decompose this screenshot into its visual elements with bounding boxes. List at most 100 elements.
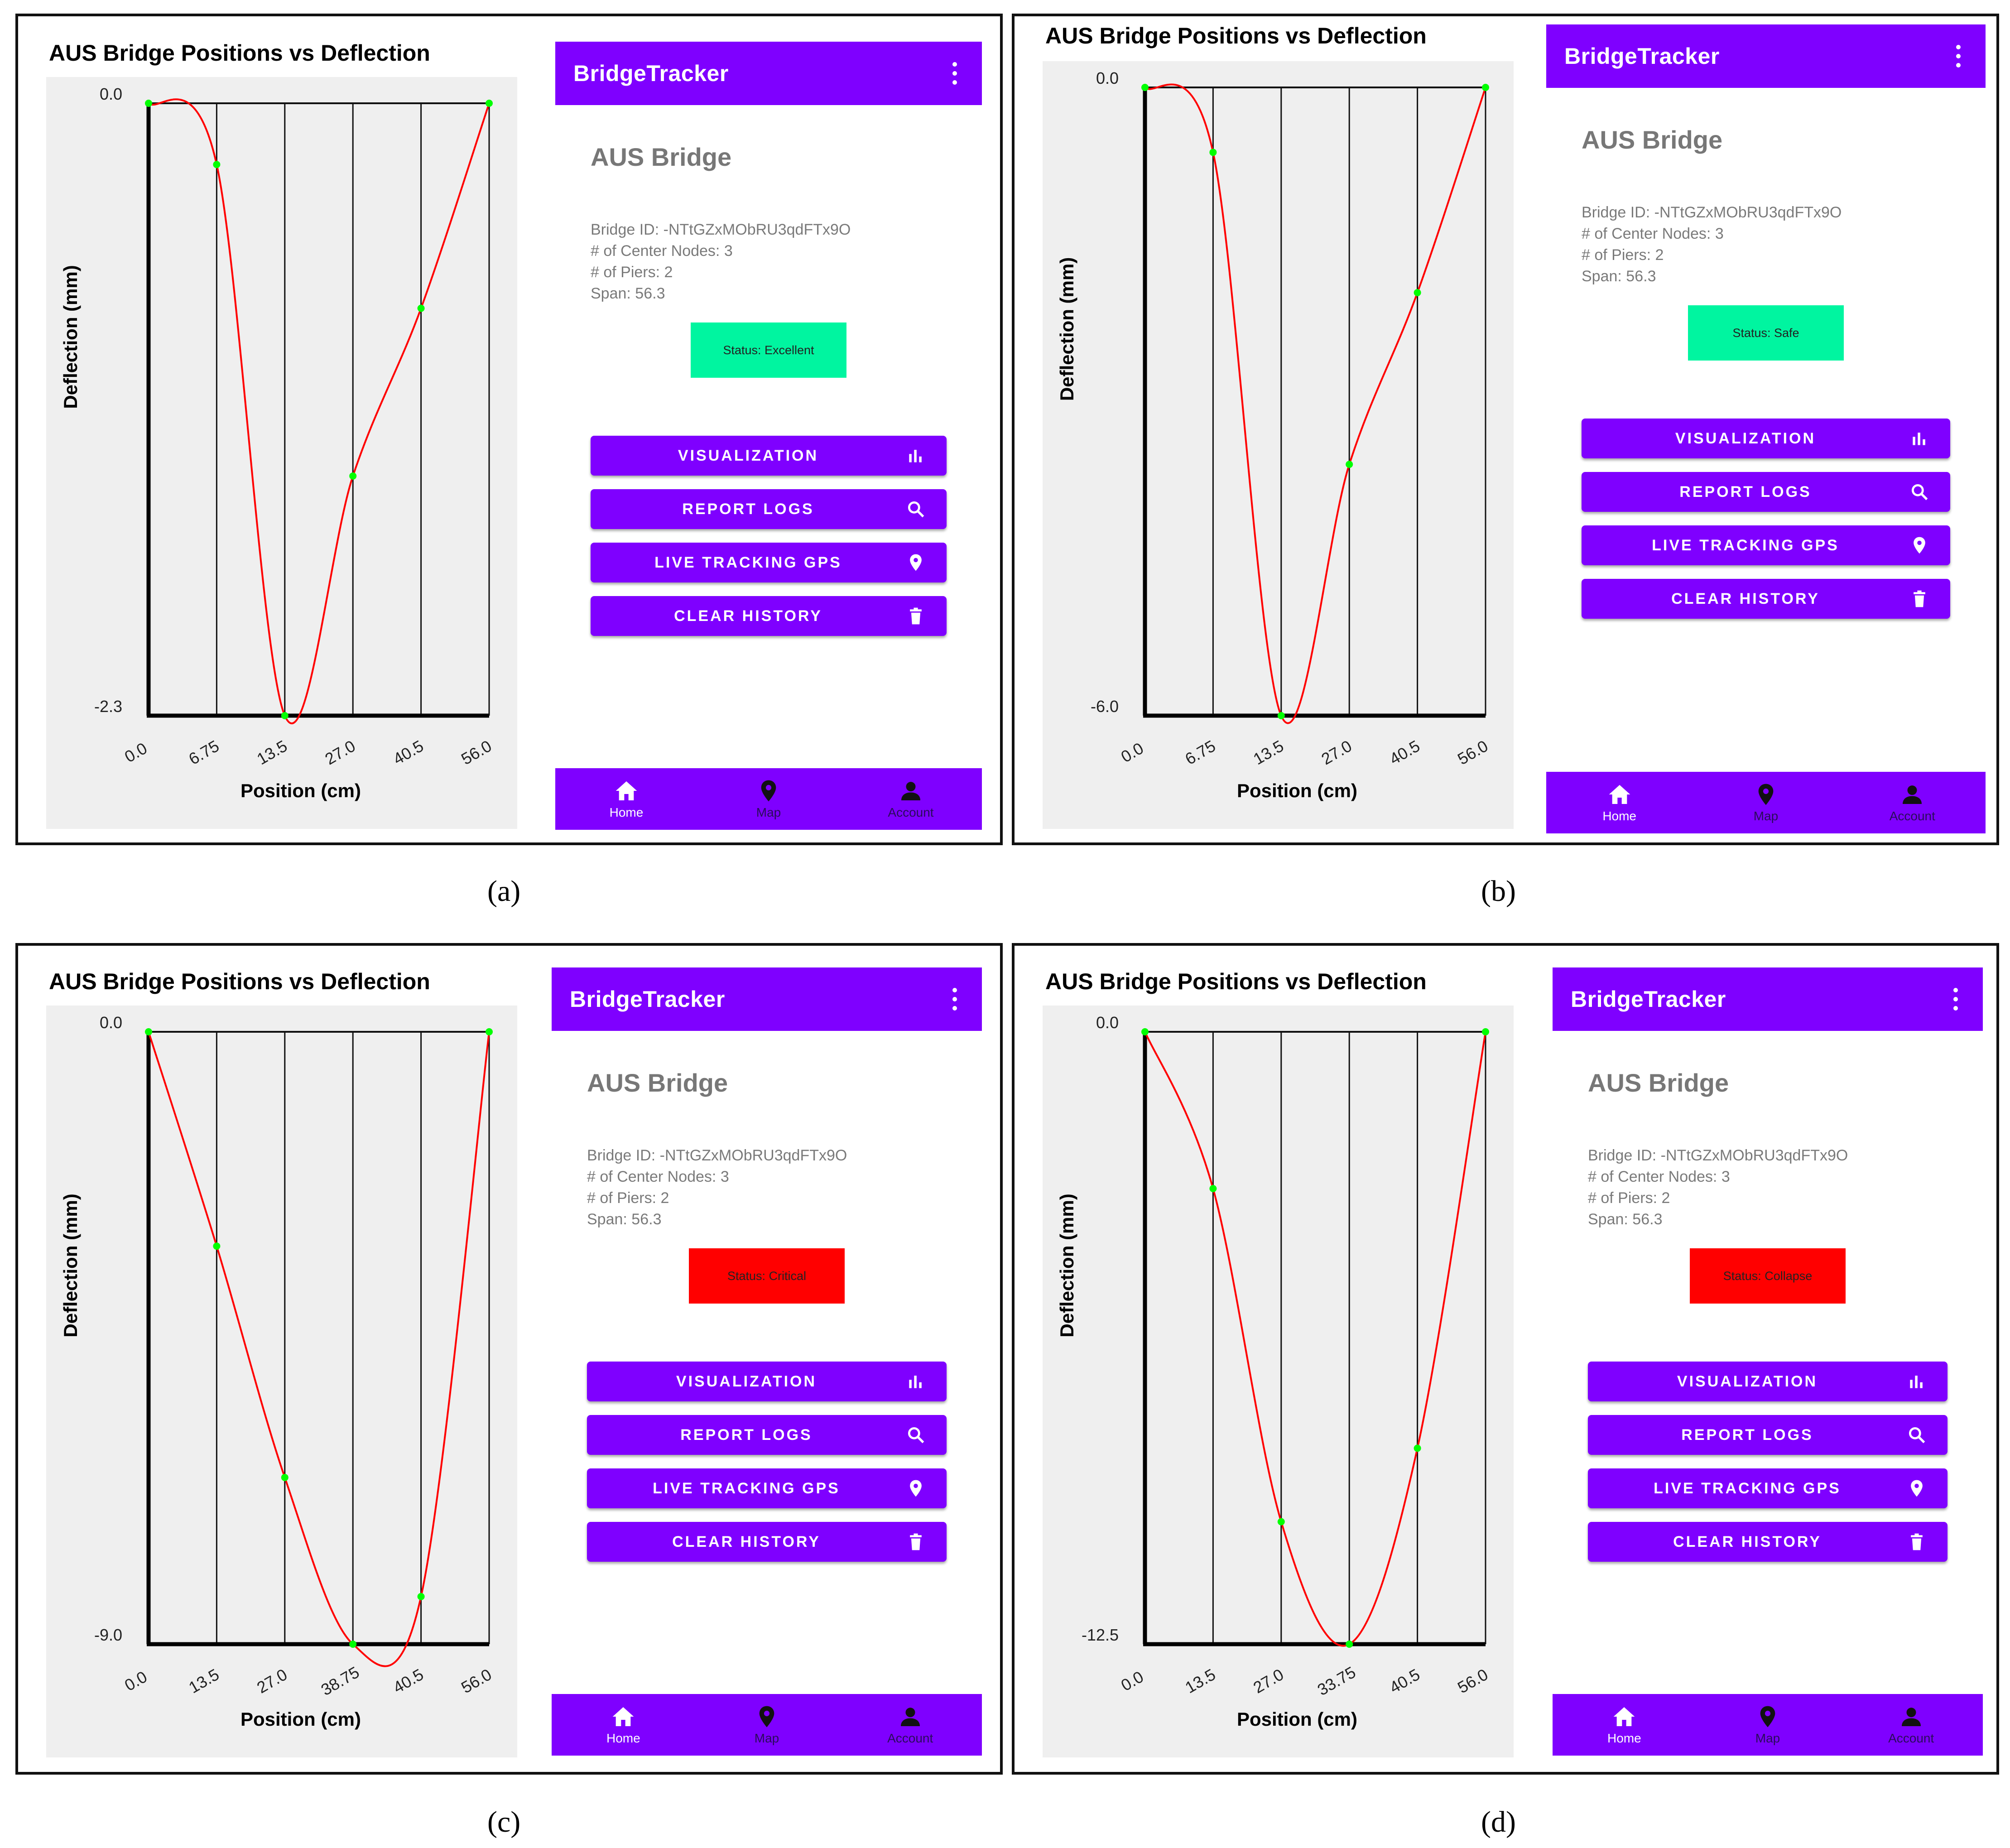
button-label: VISUALIZATION <box>676 1372 817 1390</box>
bridge-info: Bridge ID: -NTtGZxMObRU3qdFTx9O # of Cent… <box>1582 202 1842 287</box>
bridge-name: AUS Bridge <box>591 143 732 171</box>
report-logs-button[interactable]: REPORT LOGS <box>1588 1415 1947 1455</box>
x-tick-label: 0.0 <box>1118 1667 1147 1695</box>
nav-account[interactable]: Account <box>840 768 982 830</box>
location-pin-icon <box>910 1480 922 1497</box>
bar-chart-icon <box>909 450 922 462</box>
piers: # of Piers: 2 <box>1582 246 1664 264</box>
visualization-button[interactable]: VISUALIZATION <box>587 1362 947 1401</box>
bar-chart-icon <box>1910 1376 1923 1388</box>
chart-svg: 0.0 -6.0 0.0 6.75 13.5 27.0 40.5 56.0 Position (… <box>1056 69 1491 801</box>
nav-home[interactable]: Home <box>555 768 697 830</box>
app-bar: BridgeTracker <box>1546 24 1986 88</box>
live-tracking-gps-button[interactable]: LIVE TRACKING GPS <box>1588 1468 1947 1508</box>
report-logs-button[interactable]: REPORT LOGS <box>587 1415 947 1455</box>
visualization-button[interactable]: VISUALIZATION <box>1588 1362 1947 1401</box>
nav-home[interactable]: Home <box>552 1694 695 1756</box>
data-point <box>417 304 425 312</box>
app-title: BridgeTracker <box>1571 987 1726 1012</box>
clear-history-button[interactable]: CLEAR HISTORY <box>587 1522 947 1562</box>
clear-history-button[interactable]: CLEAR HISTORY <box>1582 579 1950 619</box>
location-pin-icon <box>1911 1480 1923 1497</box>
chart-title: AUS Bridge Positions vs Deflection <box>1045 969 1427 994</box>
y-axis-label: Deflection (mm) <box>1056 1194 1077 1337</box>
live-tracking-gps-button[interactable]: LIVE TRACKING GPS <box>1582 525 1950 565</box>
button-label: LIVE TRACKING GPS <box>1654 1479 1841 1497</box>
account-icon <box>1903 785 1922 804</box>
center-nodes: # of Center Nodes: 3 <box>587 1168 729 1185</box>
button-label: CLEAR HISTORY <box>1673 1533 1822 1550</box>
nav-label: Account <box>1888 1731 1934 1745</box>
y-tick-label: -6.0 <box>1091 697 1119 716</box>
map-pin-icon <box>761 780 776 802</box>
deflection-curve <box>148 1031 490 1667</box>
trash-icon <box>1914 590 1925 607</box>
x-tick-label: 13.5 <box>186 1665 222 1697</box>
bridge-info: Bridge ID: -NTtGZxMObRU3qdFTx9O # of Cent… <box>591 219 851 304</box>
data-point <box>349 472 357 480</box>
live-tracking-gps-button[interactable]: LIVE TRACKING GPS <box>591 543 947 582</box>
nav-map[interactable]: Map <box>1693 772 1839 833</box>
button-label: REPORT LOGS <box>1679 483 1812 500</box>
app-bar: BridgeTracker <box>1553 967 1983 1031</box>
span: Span: 56.3 <box>591 285 665 302</box>
button-label: REPORT LOGS <box>680 1426 813 1444</box>
nav-home[interactable]: Home <box>1546 772 1693 833</box>
nav-label: Account <box>888 805 934 819</box>
nav-map[interactable]: Map <box>695 1694 839 1756</box>
data-point <box>349 1641 357 1648</box>
trash-icon <box>910 1533 922 1550</box>
center-nodes: # of Center Nodes: 3 <box>1588 1168 1730 1185</box>
y-axis-label: Deflection (mm) <box>60 1194 81 1337</box>
more-vert-icon[interactable] <box>946 60 964 87</box>
chart-b: AUS Bridge Positions vs Deflection 0.0 -6.… <box>1024 18 1531 833</box>
nav-home[interactable]: Home <box>1553 1694 1696 1756</box>
chart-background <box>46 1006 517 1757</box>
app-bar: BridgeTracker <box>552 967 982 1031</box>
nav-map[interactable]: Map <box>1696 1694 1840 1756</box>
y-axis-label: Deflection (mm) <box>60 265 81 409</box>
nav-account[interactable]: Account <box>1839 1694 1983 1756</box>
search-icon <box>908 1427 924 1444</box>
bar-chart-icon <box>909 1376 922 1388</box>
bridge-info: Bridge ID: -NTtGZxMObRU3qdFTx9O # of Cent… <box>1588 1145 1848 1230</box>
deflection-curve <box>1144 1031 1486 1647</box>
nav-map[interactable]: Map <box>697 768 840 830</box>
report-logs-button[interactable]: REPORT LOGS <box>591 489 947 529</box>
account-icon <box>1901 1708 1921 1726</box>
x-tick-label: 38.75 <box>318 1663 363 1699</box>
more-vert-icon[interactable] <box>1947 986 1965 1013</box>
data-point <box>417 1593 425 1600</box>
status-badge: Status: Safe <box>1688 305 1844 361</box>
bottom-navigation: Home Map Account <box>1553 1694 1983 1756</box>
visualization-button[interactable]: VISUALIZATION <box>591 436 947 476</box>
clear-history-button[interactable]: CLEAR HISTORY <box>591 596 947 636</box>
bridge-id: Bridge ID: -NTtGZxMObRU3qdFTx9O <box>1588 1147 1848 1164</box>
report-logs-button[interactable]: REPORT LOGS <box>1582 472 1950 512</box>
data-point <box>1346 461 1353 468</box>
nav-account[interactable]: Account <box>1839 772 1986 833</box>
bridge-name: AUS Bridge <box>1588 1068 1729 1097</box>
caption-d: (d) <box>1481 1805 1516 1838</box>
search-icon <box>1911 484 1928 500</box>
nav-label: Map <box>754 1731 779 1745</box>
data-point <box>1209 149 1217 156</box>
clear-history-button[interactable]: CLEAR HISTORY <box>1588 1522 1947 1562</box>
status-badge: Status: Excellent <box>691 322 846 378</box>
span: Span: 56.3 <box>1582 268 1656 285</box>
more-vert-icon[interactable] <box>946 986 964 1013</box>
nav-account[interactable]: Account <box>838 1694 982 1756</box>
y-tick-label: -2.3 <box>94 697 122 716</box>
app-title: BridgeTracker <box>573 61 729 86</box>
trash-icon <box>910 607 922 625</box>
nav-label: Map <box>1755 1731 1780 1745</box>
search-icon <box>908 501 924 518</box>
bridge-id: Bridge ID: -NTtGZxMObRU3qdFTx9O <box>587 1147 847 1164</box>
map-pin-icon <box>1758 784 1774 805</box>
x-tick-label: 0.0 <box>121 1667 150 1695</box>
more-vert-icon[interactable] <box>1949 43 1967 70</box>
app-screen-c: BridgeTracker AUS Bridge Bridge ID: -NTtGZ… <box>552 967 982 1756</box>
visualization-button[interactable]: VISUALIZATION <box>1582 419 1950 458</box>
live-tracking-gps-button[interactable]: LIVE TRACKING GPS <box>587 1468 947 1508</box>
nav-label: Home <box>609 805 644 819</box>
